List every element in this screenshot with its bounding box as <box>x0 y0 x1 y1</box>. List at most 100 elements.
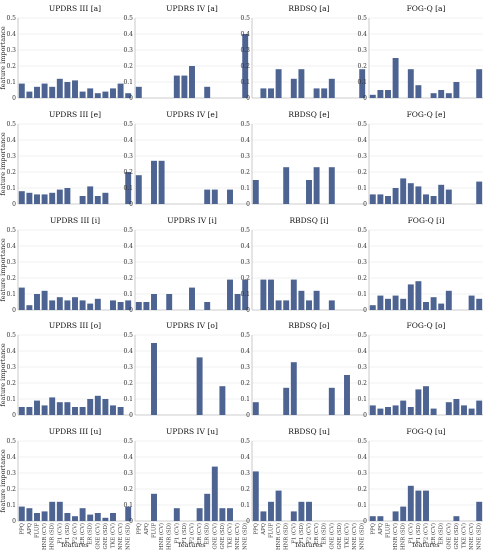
y-tick-label: 0.3 <box>240 470 250 477</box>
bar <box>79 91 86 98</box>
y-tick-label: 0.1 <box>6 185 16 192</box>
bar <box>377 516 384 521</box>
y-tick-label: 0.1 <box>357 185 367 192</box>
x-tick-label: ER (SD) <box>87 523 94 545</box>
bar <box>34 400 40 415</box>
bar <box>94 395 101 415</box>
bar <box>445 402 452 415</box>
y-tick-label: 0.5 <box>357 332 367 339</box>
x-tick-label: F1 (CV) <box>290 523 297 544</box>
x-tick-label: TKE (CV) <box>110 523 117 548</box>
x-axis-label: features <box>295 541 322 549</box>
panel-title: RBDSQ [i] <box>289 216 328 225</box>
y-tick-label: 0.1 <box>123 502 133 509</box>
bar <box>34 194 40 204</box>
y-tick-label: 0 <box>129 201 133 208</box>
y-tick-label: 0 <box>129 412 133 419</box>
y-tick-label: 0.1 <box>123 79 133 86</box>
bar <box>56 402 63 415</box>
x-tick-label: TKE (CV) <box>227 523 234 548</box>
bar <box>49 300 56 310</box>
y-tick-label: 0.2 <box>123 63 133 70</box>
bar <box>453 82 460 98</box>
x-tick-label: ER (SD) <box>438 523 445 545</box>
y-tick-label: 0 <box>363 201 367 208</box>
bar <box>283 300 290 310</box>
panel-title: UPDRS IV [i] <box>167 216 217 225</box>
bar <box>423 386 429 415</box>
y-tick-label: 0 <box>129 518 133 525</box>
panel-title: UPDRS III [e] <box>49 110 101 119</box>
x-tick-label: ER (CV) <box>196 523 203 545</box>
bar <box>166 294 173 310</box>
bar <box>290 78 297 98</box>
bar <box>117 83 124 98</box>
y-tick-label: 0.1 <box>123 291 133 298</box>
y-tick-label: 0.2 <box>240 169 250 176</box>
bar <box>94 196 101 204</box>
x-tick-label: PPQ <box>370 522 376 534</box>
bar <box>102 517 109 521</box>
y-tick-label: 0.5 <box>240 227 250 234</box>
y-tick-label: 0.2 <box>123 275 133 282</box>
y-tick-label: 0 <box>12 95 16 102</box>
bar <box>234 294 241 310</box>
chart-panel: UPDRS III [o] 0 0.1 0.2 0.3 0.4 0.5 feature imp… <box>0 321 132 419</box>
bar <box>204 86 211 98</box>
y-tick-label: 0.5 <box>357 15 367 22</box>
y-tick-label: 0 <box>12 307 16 314</box>
bar <box>328 387 335 415</box>
x-tick-label: GNE (SD) <box>102 523 109 549</box>
bar <box>110 513 116 521</box>
bar <box>415 281 422 310</box>
x-tick-label: HNR (SD) <box>166 523 173 550</box>
y-tick-label: 0.4 <box>6 454 16 461</box>
x-tick-label: FLUF <box>35 523 41 538</box>
bar <box>64 513 71 521</box>
y-tick-label: 0.2 <box>123 169 133 176</box>
x-tick-label: HNR (SD) <box>400 523 407 550</box>
bar <box>268 279 274 310</box>
bar <box>242 34 249 98</box>
y-tick-label: 0.5 <box>240 121 250 128</box>
y-tick-label: 0.1 <box>357 502 367 509</box>
x-tick-label: GNE (CV) <box>211 523 218 549</box>
bar <box>260 511 267 521</box>
bar <box>125 93 132 98</box>
bar <box>196 357 203 415</box>
x-tick-label: F2 (CV) <box>306 523 313 544</box>
y-tick-label: 0 <box>246 518 250 525</box>
x-tick-label: APQ <box>144 522 150 535</box>
x-tick-label: GNE (CV) <box>445 523 452 549</box>
y-tick-label: 0.3 <box>6 153 16 160</box>
bar <box>151 343 157 415</box>
x-tick-label: HNR (CV) <box>158 523 165 550</box>
bar <box>275 490 282 521</box>
x-tick-label: NNE (CV) <box>351 523 358 550</box>
y-tick-label: 0.3 <box>240 364 250 371</box>
bar <box>117 407 124 415</box>
bar <box>476 298 483 310</box>
x-tick-label: NNE (SD) <box>359 523 366 550</box>
bar <box>34 86 40 98</box>
bar <box>49 397 56 415</box>
y-tick-label: 0.1 <box>357 396 367 403</box>
chart-panel: FOG-Q [o] 0 0.1 0.2 0.3 0.4 0.5 <box>357 321 483 419</box>
x-tick-label: ER (CV) <box>430 523 437 545</box>
bar <box>321 88 328 98</box>
y-tick-label: 0.2 <box>123 486 133 493</box>
bar <box>306 300 312 310</box>
y-tick-label: 0.2 <box>123 380 133 387</box>
bar <box>64 300 71 310</box>
bar <box>135 302 142 310</box>
y-tick-label: 0.3 <box>6 470 16 477</box>
bar <box>407 284 414 310</box>
x-tick-label: F1 (SD) <box>298 523 305 544</box>
bar <box>18 83 25 98</box>
y-tick-label: 0.3 <box>6 364 16 371</box>
x-tick-label: APQ <box>27 522 33 535</box>
x-tick-label: F2 (CV) <box>72 523 79 544</box>
bar <box>407 485 414 521</box>
y-tick-label: 0.1 <box>240 185 250 192</box>
